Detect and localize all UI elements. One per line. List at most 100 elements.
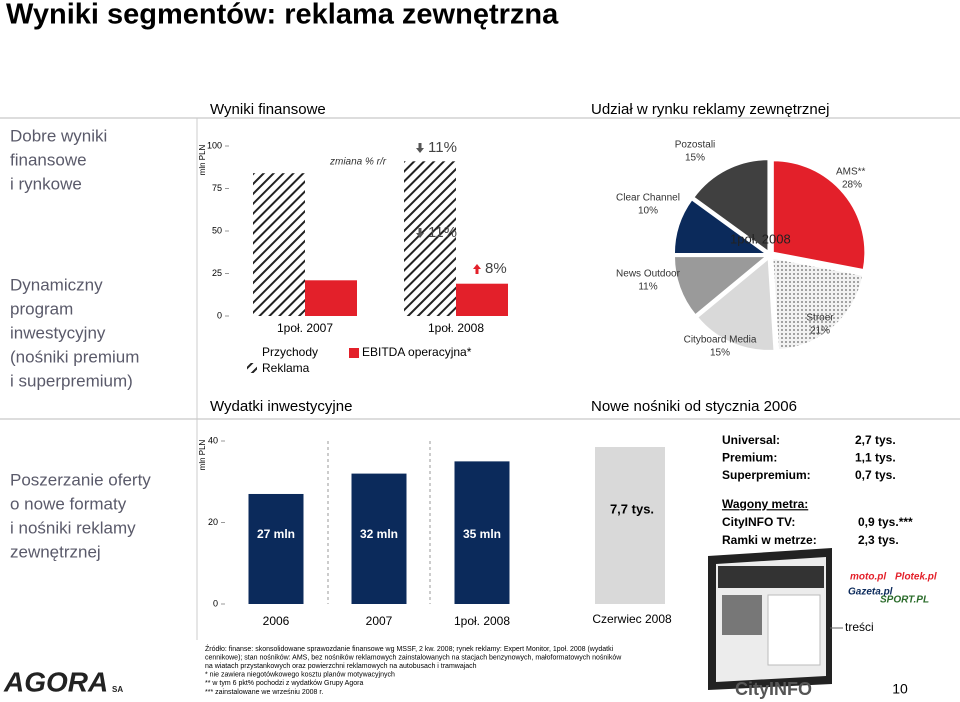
section-label: Dobre wyniki	[10, 126, 107, 145]
chart-title: Wyniki finansowe	[210, 101, 326, 118]
section-label: i superpremium)	[10, 371, 133, 390]
slice-label: Cityboard Media	[684, 335, 757, 346]
x-tick-label: 2007	[366, 614, 393, 628]
section-label: Dynamiczny	[10, 275, 103, 294]
slice-label: News Outdoor	[616, 269, 681, 280]
section-label: i nośniki reklamy	[10, 518, 136, 537]
pie-center-label: 1poł. 2008	[730, 231, 791, 246]
slice-label: Stroer	[806, 313, 834, 324]
item-value: 0,9 tys.***	[858, 515, 913, 529]
legend-label: EBITDA operacyjna*	[362, 345, 472, 359]
slice-value: 15%	[685, 153, 705, 164]
logo: AGORA	[3, 666, 108, 697]
arrow	[473, 264, 481, 274]
bar	[454, 461, 510, 604]
x-tick-label: 1poł. 2007	[277, 321, 333, 335]
slice-label: AMS**	[836, 167, 866, 178]
y-tick-label: 0	[217, 310, 222, 320]
new-media-box	[595, 447, 665, 604]
chart-title: Wydatki inwestycyjne	[210, 398, 352, 415]
item-label: Ramki w metrze:	[722, 533, 817, 547]
item-label: Universal:	[722, 433, 780, 447]
y-tick-label: 75	[212, 183, 222, 193]
legend-label: Reklama	[262, 361, 310, 375]
bar	[404, 161, 456, 316]
footnote: Źródło: finanse: skonsolidowane sprawozd…	[205, 644, 614, 653]
x-tick-label: 1poł. 2008	[428, 321, 484, 335]
total: 7,7 tys.	[610, 501, 654, 516]
y-tick-label: 20	[208, 517, 218, 527]
logo: Plotek.pl	[895, 572, 937, 583]
section-label: Poszerzanie oferty	[10, 470, 151, 489]
screen-image	[708, 548, 843, 690]
arrow	[416, 228, 424, 238]
slice-label: Pozostali	[675, 140, 716, 151]
logo: CityINFO	[735, 679, 812, 699]
item-label: Premium:	[722, 451, 777, 465]
bar	[351, 473, 407, 604]
footnote: * nie zawiera niegotówkowego kosztu plan…	[205, 672, 395, 679]
screen-label: treści	[845, 620, 874, 634]
slice-value: 28%	[842, 180, 862, 191]
y-tick-label: 25	[212, 268, 222, 278]
annotation: 8%	[485, 260, 507, 277]
y-tick-label: 50	[212, 225, 222, 235]
slice-value: 10%	[638, 206, 658, 217]
section-title: Nowe nośniki od stycznia 2006	[591, 398, 797, 415]
value-label: 32 mln	[360, 527, 398, 541]
slice-label: Clear Channel	[616, 193, 680, 204]
pie-slice	[772, 159, 866, 271]
section-label: (nośniki premium	[10, 347, 139, 366]
pie-slice	[673, 198, 769, 255]
pie-slice	[692, 158, 769, 253]
bar	[305, 280, 357, 316]
legend-swatch	[247, 363, 257, 373]
logo: SPORT.PL	[880, 595, 929, 606]
item-value: 1,1 tys.	[855, 451, 896, 465]
item-value: 0,7 tys.	[855, 468, 896, 482]
item-label: Superpremium:	[722, 468, 811, 482]
item-value: 2,3 tys.	[858, 533, 899, 547]
item-value: 2,7 tys.	[855, 433, 896, 447]
section-label: o nowe formaty	[10, 494, 127, 513]
logo-suffix: tv	[818, 685, 827, 696]
section-label: zewnętrznej	[10, 542, 101, 561]
y-axis-label: mln PLN	[198, 144, 207, 175]
footnote: *** zainstalowane we wrześniu 2008 r.	[205, 689, 323, 696]
page-number: 10	[892, 681, 908, 697]
annotation: zmiana % r/r	[329, 157, 387, 168]
slide-title: Wyniki segmentów: reklama zewnętrzna	[6, 0, 559, 31]
slice-value: 11%	[638, 282, 657, 293]
date: Czerwiec 2008	[592, 612, 672, 626]
slice-value: 21%	[810, 326, 830, 337]
y-tick-label: 0	[213, 598, 218, 608]
section-label: program	[10, 299, 73, 318]
value-label: 35 mln	[463, 527, 501, 541]
chart-title: Udział w rynku reklamy zewnętrznej	[591, 101, 829, 118]
section-label: inwestycyjny	[10, 323, 106, 342]
logo-suffix: SA	[112, 685, 123, 694]
annotation: 11%	[428, 139, 457, 156]
value-label: 27 mln	[257, 527, 295, 541]
slice-value: 15%	[710, 348, 730, 359]
y-tick-label: 40	[208, 435, 218, 445]
logo: moto.pl	[850, 572, 886, 583]
y-axis-label: mln PLN	[198, 439, 207, 470]
bar	[248, 493, 304, 604]
y-tick-label: 100	[207, 140, 222, 150]
subheading: Wagony metra:	[722, 497, 808, 511]
arrow	[416, 143, 424, 153]
bar	[456, 283, 508, 316]
footnote: cennikowe); stan nośników: AMS, bez nośn…	[205, 654, 622, 661]
logo: Gazeta.pl	[848, 587, 893, 598]
pie-slice	[771, 257, 864, 351]
section-label: i rynkowe	[10, 174, 82, 193]
bar	[253, 173, 305, 316]
legend-swatch	[349, 348, 359, 358]
footnote: ** w tym 6 pkt% pochodzi z wydatków Grup…	[205, 680, 363, 687]
x-tick-label: 1poł. 2008	[454, 614, 510, 628]
pie-slice	[696, 257, 775, 352]
annotation: 11%	[428, 224, 457, 241]
legend-title: Przychody	[262, 345, 318, 359]
